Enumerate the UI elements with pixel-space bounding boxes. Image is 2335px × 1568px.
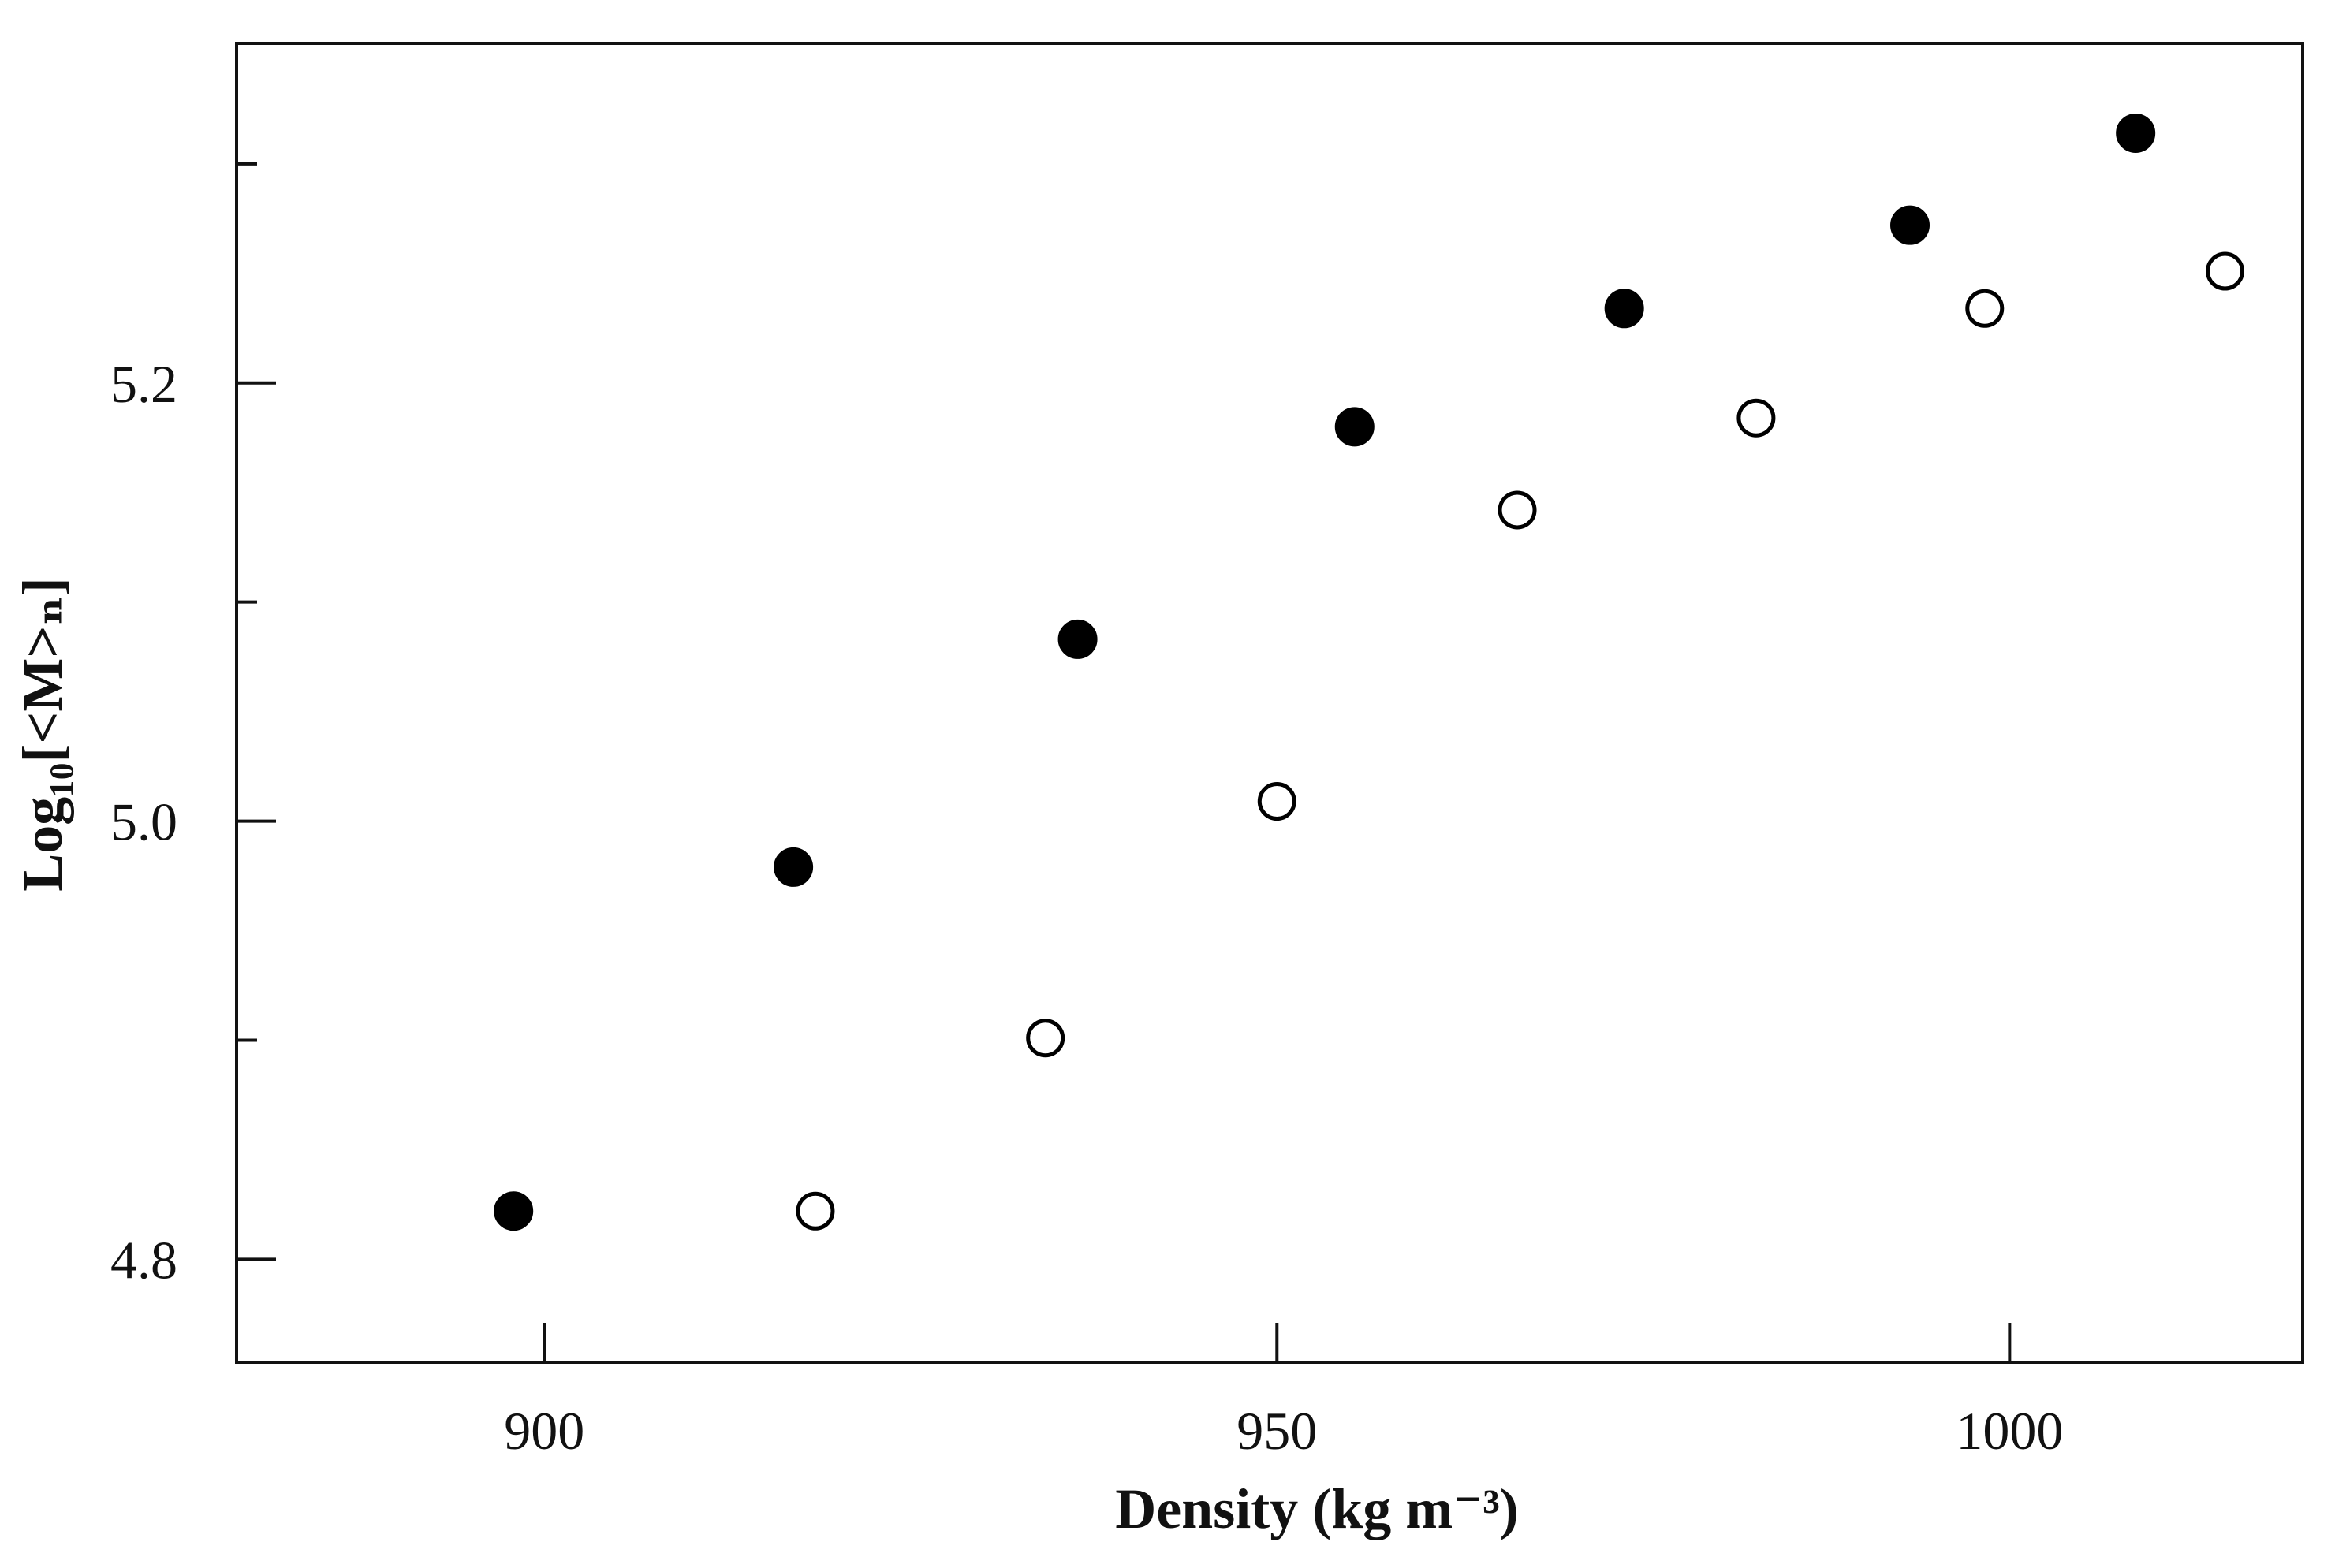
open-circle-marker — [796, 1191, 835, 1231]
x-tick-label: 950 — [1237, 1401, 1317, 1461]
x-tick-label: 900 — [504, 1401, 584, 1461]
y-axis-label: Log₁₀[<M>ₙ] — [11, 577, 74, 892]
y-tick-label: 4.8 — [110, 1230, 177, 1290]
y-axis-ticks: 4.8 5.0 5.2 — [110, 162, 276, 1290]
x-tick-label: 1000 — [1956, 1401, 2063, 1461]
data-markers — [494, 113, 2245, 1231]
open-circle-marker — [1965, 289, 2005, 328]
x-axis-ticks: 900 950 1000 — [504, 1323, 2063, 1461]
open-circle-marker — [1026, 1019, 1065, 1058]
open-circle-marker — [1257, 782, 1296, 821]
plot-frame — [235, 42, 2304, 1364]
filled-circle-marker — [494, 1191, 534, 1231]
filled-circle-marker — [774, 847, 814, 887]
filled-circle-marker — [2116, 113, 2156, 153]
open-circle-marker — [1498, 490, 1537, 530]
filled-circle-marker — [1890, 205, 1930, 245]
filled-circle-marker — [1057, 619, 1098, 659]
filled-circle-marker — [1604, 289, 1644, 329]
open-circle-marker — [2206, 251, 2245, 291]
filled-circle-marker — [1334, 407, 1375, 447]
x-axis-label: Density (kg m⁻³) — [1115, 1477, 1519, 1540]
open-circle-marker — [1736, 398, 1776, 438]
plot-frame-group — [235, 42, 2304, 1364]
y-tick-label: 5.0 — [110, 792, 177, 852]
y-tick-label: 5.2 — [110, 354, 177, 414]
